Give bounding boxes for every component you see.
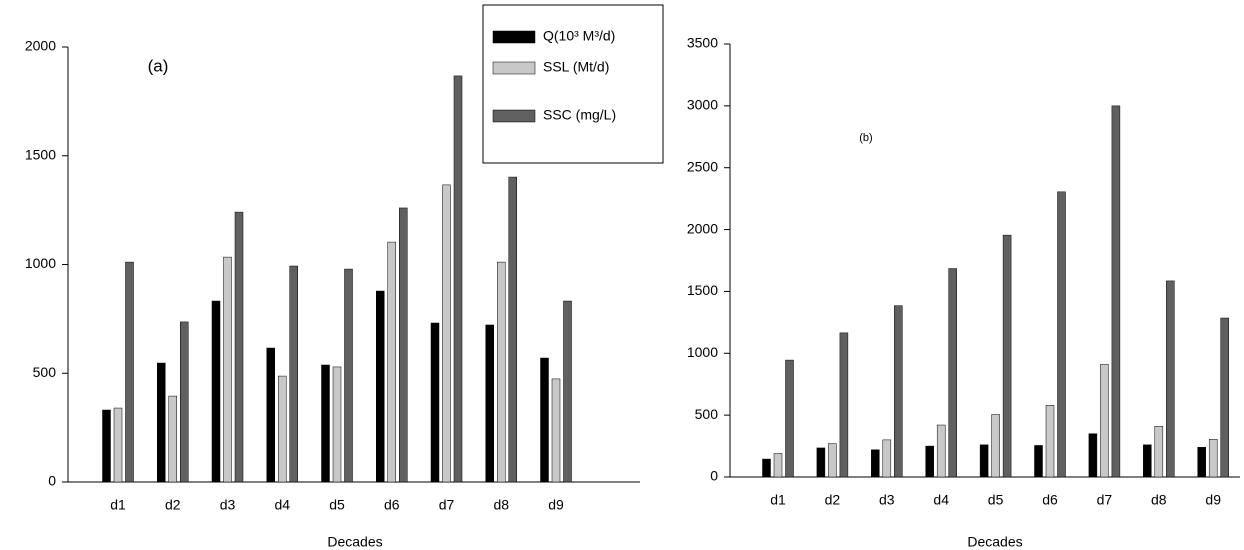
bar — [321, 364, 330, 483]
y-tick-label: 2000 — [687, 220, 718, 236]
y-tick-label: 1500 — [687, 282, 718, 298]
bar — [157, 362, 166, 483]
bar — [1220, 317, 1229, 478]
bar — [180, 321, 189, 483]
x-tick-label: d8 — [493, 497, 509, 513]
bar — [168, 395, 177, 483]
x-tick-label: d1 — [110, 497, 126, 513]
bar — [991, 414, 1000, 478]
y-tick-label: 3500 — [687, 35, 718, 51]
x-tick-label: d7 — [439, 497, 455, 513]
x-tick-label: d8 — [1151, 492, 1167, 508]
chart-title: (b) — [859, 132, 872, 144]
y-tick-label: 1000 — [25, 255, 56, 271]
x-tick-label: d7 — [1097, 492, 1113, 508]
bar — [773, 453, 783, 478]
y-tick-label: 2500 — [687, 158, 718, 174]
bar — [113, 407, 123, 483]
bar — [762, 458, 771, 478]
y-tick-label: 500 — [695, 406, 719, 422]
y-tick-label: 2000 — [25, 38, 56, 54]
y-tick-label: 0 — [710, 468, 718, 484]
bar — [828, 443, 837, 478]
bar — [1197, 447, 1206, 478]
bar — [1045, 404, 1055, 478]
legend-swatch — [492, 30, 536, 44]
bar — [1208, 439, 1218, 478]
x-axis-label: Decades — [327, 534, 382, 550]
bar — [816, 447, 826, 478]
bar — [234, 211, 244, 483]
bar — [925, 445, 934, 478]
x-tick-label: d4 — [933, 492, 949, 508]
x-tick-label: d5 — [988, 492, 1004, 508]
y-tick-label: 0 — [48, 473, 56, 489]
bar — [508, 176, 517, 483]
x-tick-label: d1 — [770, 492, 786, 508]
bar — [882, 439, 892, 478]
bar — [223, 256, 232, 483]
y-tick-label: 3000 — [687, 97, 718, 113]
y-tick-label: 1500 — [25, 146, 56, 162]
legend-swatch — [492, 109, 536, 123]
bar — [871, 449, 880, 478]
bar — [497, 261, 506, 483]
bar — [1034, 445, 1043, 478]
y-tick-label: 1000 — [687, 344, 718, 360]
bar — [376, 290, 385, 483]
bar — [1057, 191, 1066, 478]
bar — [1154, 426, 1164, 478]
y-tick-label: 500 — [33, 364, 57, 380]
legend-label: SSL (Mt/d) — [543, 59, 609, 75]
bar — [936, 424, 946, 478]
x-tick-label: d6 — [1042, 492, 1058, 508]
x-tick-label: d5 — [329, 497, 345, 513]
bar — [563, 300, 572, 483]
bar — [442, 184, 451, 483]
bar — [399, 207, 408, 483]
bar — [948, 268, 957, 478]
bar — [344, 268, 353, 483]
chart-title: (a) — [148, 56, 169, 75]
bar — [551, 378, 561, 483]
bar — [453, 75, 463, 483]
x-tick-label: d9 — [548, 497, 564, 513]
x-axis-label: Decades — [967, 534, 1022, 550]
bar — [430, 322, 440, 483]
bar — [1100, 364, 1109, 478]
bar — [1166, 280, 1175, 478]
x-tick-label: d9 — [1205, 492, 1221, 508]
bar — [1088, 433, 1098, 478]
legend-label: Q(10³ M³/d) — [543, 28, 615, 44]
x-tick-label: d4 — [274, 497, 290, 513]
bar — [540, 357, 549, 483]
x-tick-label: d6 — [384, 497, 400, 513]
bar — [1143, 444, 1152, 478]
bar — [979, 444, 989, 478]
x-tick-label: d2 — [165, 497, 181, 513]
bar — [278, 375, 287, 483]
bar — [266, 347, 275, 483]
bar — [125, 261, 134, 483]
x-tick-label: d2 — [825, 492, 841, 508]
bar — [332, 366, 342, 483]
bar — [839, 332, 849, 478]
bar — [102, 409, 111, 483]
legend-label: SSC (mg/L) — [543, 107, 616, 123]
bar — [785, 359, 794, 478]
bar — [211, 300, 221, 483]
bar — [1002, 234, 1012, 478]
bar — [289, 265, 298, 483]
legend-swatch — [492, 61, 536, 75]
x-tick-label: d3 — [220, 497, 236, 513]
bar — [387, 241, 396, 483]
bar — [894, 305, 903, 478]
bar — [485, 324, 494, 483]
bar — [1111, 105, 1121, 478]
x-tick-label: d3 — [879, 492, 895, 508]
